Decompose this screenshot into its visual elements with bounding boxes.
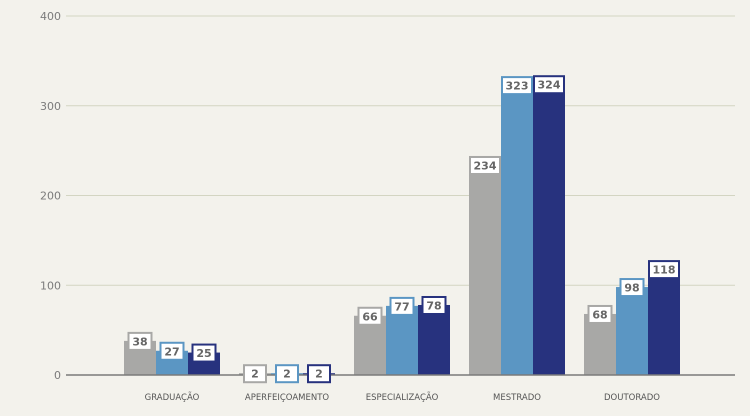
data-label-box <box>243 364 267 384</box>
x-category-label: MESTRADO <box>493 393 541 403</box>
data-label-box <box>501 76 533 96</box>
data-label: 324 <box>538 79 561 92</box>
data-label-box <box>159 341 185 361</box>
data-label-box <box>127 331 153 351</box>
data-label-box <box>587 304 613 324</box>
y-tick-label: 200 <box>40 190 61 203</box>
x-category-label: GRADUAÇÃO <box>145 392 200 403</box>
data-label-box <box>421 295 447 315</box>
bars <box>124 84 680 376</box>
data-label: 2 <box>315 368 323 381</box>
bar <box>533 84 565 376</box>
bar <box>501 85 533 376</box>
data-label-box <box>389 296 415 316</box>
data-label-box <box>469 155 501 175</box>
bar <box>616 287 648 375</box>
data-label: 234 <box>474 159 497 172</box>
data-label: 2 <box>251 368 259 381</box>
data-label: 27 <box>164 345 179 358</box>
data-label: 2 <box>283 368 291 381</box>
data-label: 77 <box>394 300 409 313</box>
data-label-box <box>191 343 217 363</box>
gridlines <box>66 15 735 286</box>
data-label: 323 <box>506 80 529 93</box>
bar <box>386 305 418 375</box>
data-label-box <box>619 278 645 298</box>
bar <box>648 269 680 375</box>
data-label: 68 <box>592 308 607 321</box>
bar <box>584 313 616 375</box>
data-label-box <box>648 260 680 280</box>
y-axis: 0 100 200 300 400 <box>40 10 61 382</box>
data-label: 118 <box>653 264 676 277</box>
bar <box>469 164 501 375</box>
x-category-label: ESPECIALIZAÇÃO <box>366 392 439 403</box>
data-label: 38 <box>132 335 147 348</box>
data-label: 25 <box>196 347 211 360</box>
x-axis: GRADUAÇÃO APERFEIÇOAMENTO ESPECIALIZAÇÃO ME… <box>145 392 661 403</box>
y-tick-label: 400 <box>40 10 61 23</box>
x-category-label: DOUTORADO <box>604 393 660 403</box>
y-tick-label: 0 <box>54 369 61 382</box>
data-labels: 38 27 25 2 2 2 66 77 78 234 323 324 68 98 118 <box>127 75 680 384</box>
y-tick-label: 300 <box>40 100 61 113</box>
bar <box>418 304 450 375</box>
data-label-box <box>357 306 383 326</box>
data-label-box <box>533 75 565 95</box>
y-tick-label: 100 <box>40 279 61 292</box>
data-label: 66 <box>362 310 378 323</box>
x-category-label: APERFEIÇOAMENTO <box>245 393 330 403</box>
data-label-box <box>275 364 299 384</box>
data-label: 98 <box>624 282 639 295</box>
data-label-box <box>307 364 331 384</box>
data-label: 78 <box>426 299 441 312</box>
